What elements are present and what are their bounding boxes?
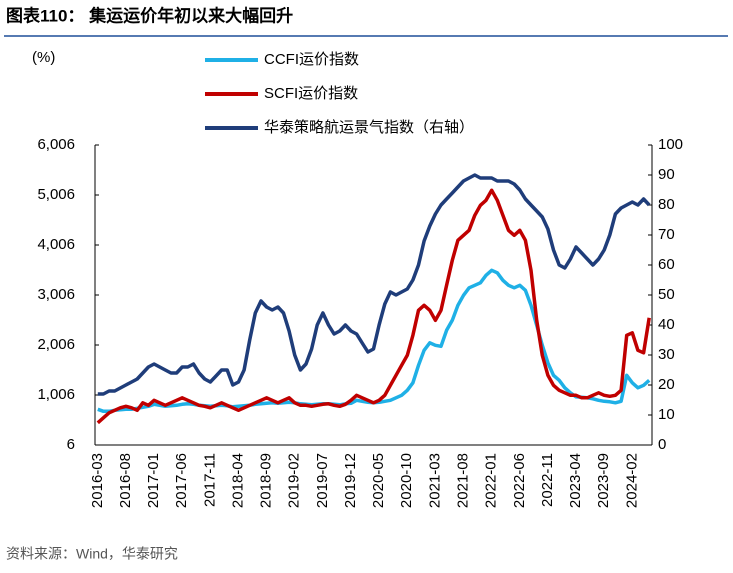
x-tick-label: 2017-06 <box>173 453 190 508</box>
y-tick-label: 2,006 <box>37 336 75 353</box>
legend-label: CCFI运价指数 <box>264 51 359 68</box>
y-tick-label: 6,006 <box>37 136 75 153</box>
x-tick-label: 2017-01 <box>145 453 162 508</box>
x-tick-label: 2024-02 <box>623 453 640 508</box>
x-tick-label: 2016-03 <box>89 453 106 508</box>
x-tick-label: 2020-10 <box>398 453 415 508</box>
y-tick-label: 5,006 <box>37 186 75 203</box>
y2-tick-label: 60 <box>658 256 675 273</box>
x-tick-label: 2021-03 <box>426 453 443 508</box>
y-axis-label: (%) <box>32 49 55 66</box>
series-line <box>96 188 651 425</box>
x-tick-label: 2018-09 <box>258 453 275 508</box>
y-tick-label: 1,006 <box>37 386 75 403</box>
y2-tick-label: 100 <box>658 136 683 153</box>
source-note: 资料来源：Wind，华泰研究 <box>6 546 178 562</box>
x-tick-label: 2017-11 <box>201 453 218 507</box>
x-tick-label: 2020-05 <box>370 453 387 508</box>
x-tick-label: 2022-11 <box>539 453 556 507</box>
y2-tick-label: 30 <box>658 346 675 363</box>
y2-tick-label: 0 <box>658 436 666 453</box>
x-tick-label: 2019-02 <box>286 453 303 508</box>
y2-tick-label: 20 <box>658 376 675 393</box>
y2-tick-label: 90 <box>658 166 675 183</box>
x-tick-label: 2021-08 <box>454 453 471 508</box>
y2-tick-label: 80 <box>658 196 675 213</box>
x-tick-label: 2023-04 <box>567 453 584 508</box>
y2-tick-label: 10 <box>658 406 675 423</box>
y-tick-label: 3,006 <box>37 286 75 303</box>
y-tick-label: 6 <box>67 436 75 453</box>
legend-label: 华泰策略航运景气指数（右轴） <box>264 119 474 136</box>
y2-tick-label: 70 <box>658 226 675 243</box>
legend-label: SCFI运价指数 <box>264 85 358 102</box>
chart-title: 图表110： 集运运价年初以来大幅回升 <box>6 5 293 25</box>
y2-tick-label: 40 <box>658 316 675 333</box>
x-tick-label: 2022-01 <box>483 453 500 508</box>
series-line <box>97 268 651 414</box>
y2-tick-label: 50 <box>658 286 675 303</box>
series-line <box>97 173 651 396</box>
x-tick-label: 2016-08 <box>117 453 134 508</box>
x-tick-label: 2019-12 <box>342 453 359 508</box>
x-tick-label: 2022-06 <box>511 453 528 508</box>
x-tick-label: 2018-04 <box>229 453 246 508</box>
x-tick-label: 2019-07 <box>314 453 331 508</box>
y-tick-label: 4,006 <box>37 236 75 253</box>
x-tick-label: 2023-09 <box>595 453 612 508</box>
